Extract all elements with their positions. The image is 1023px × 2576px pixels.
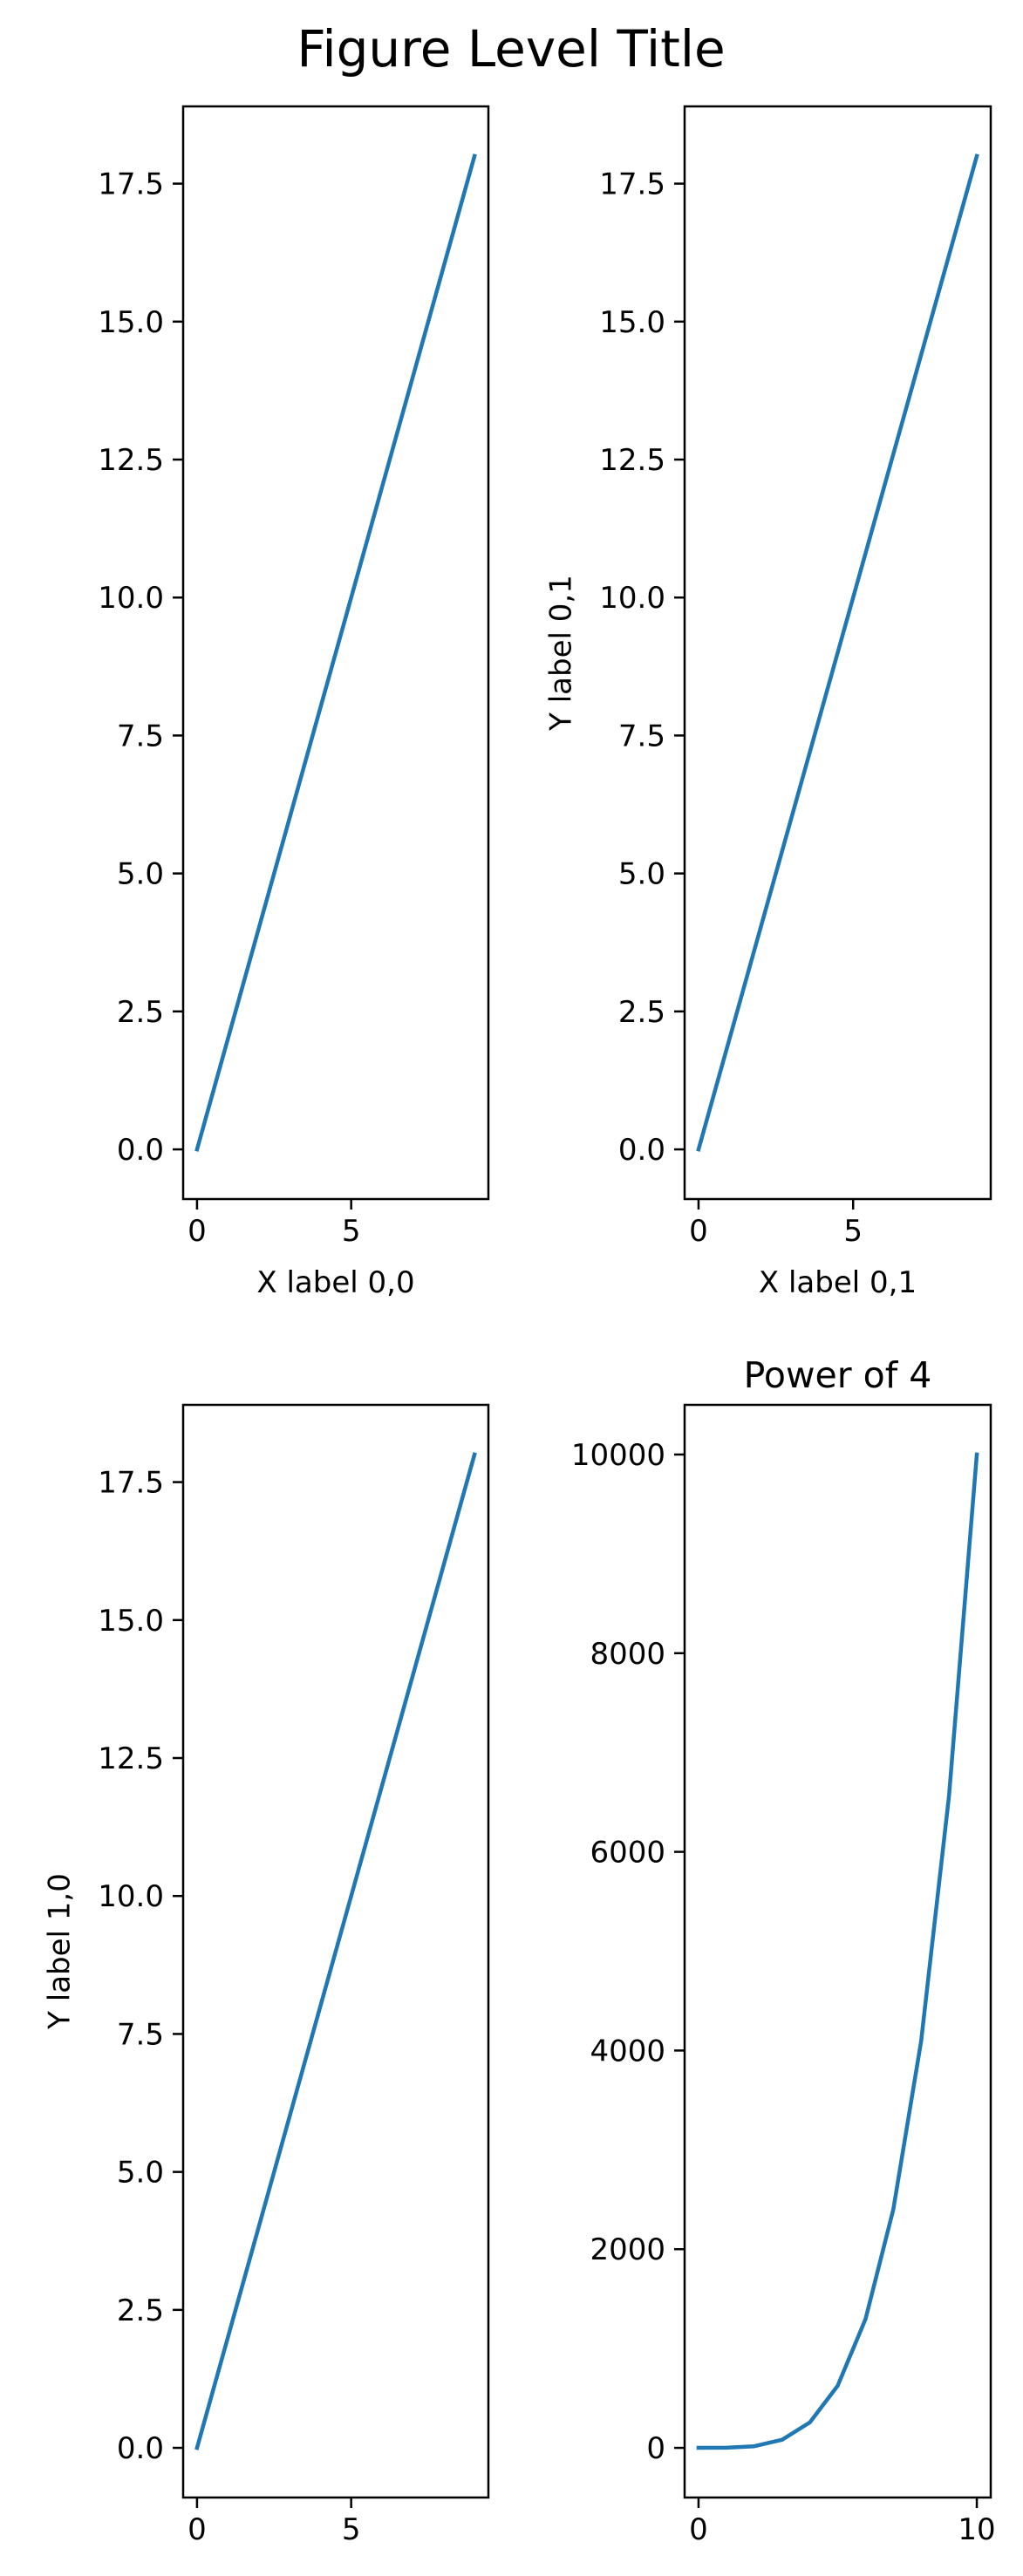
axes-frame bbox=[683, 1403, 992, 2499]
y-tick-label: 10.0 bbox=[599, 581, 665, 616]
subplot-2: 0 5 0.0 2.5 5.0 7.5 10.0 12.5 15.0 17.5 Y label 1,… bbox=[43, 1403, 490, 2547]
y-tick-label: 6000 bbox=[590, 1836, 665, 1871]
subplot-3: 0 10 0 2000 4000 6000 8000 10000 Power of 4 bbox=[571, 1354, 996, 2547]
y-axis-label: Y label 1,0 bbox=[43, 1873, 78, 2030]
y-tick-label: 17.5 bbox=[98, 167, 164, 202]
y-tick-label: 12.5 bbox=[98, 443, 164, 478]
y-tick-label: 17.5 bbox=[599, 167, 665, 202]
y-tick-label: 5.0 bbox=[618, 857, 665, 892]
y-tick-label: 0.0 bbox=[117, 2431, 164, 2466]
y-tick-label: 0.0 bbox=[618, 1133, 665, 1168]
figure-title: Figure Level Title bbox=[297, 19, 725, 78]
y-tick-label: 5.0 bbox=[117, 2156, 164, 2191]
y-tick-label: 12.5 bbox=[599, 443, 665, 478]
x-tick-label: 0 bbox=[689, 2512, 708, 2547]
axes-frame bbox=[683, 105, 992, 1201]
y-axis-label: Y label 0,1 bbox=[544, 575, 579, 732]
x-tick-label: 0 bbox=[689, 1214, 708, 1249]
axes-frame bbox=[181, 105, 490, 1201]
y-tick-label: 2.5 bbox=[618, 995, 665, 1030]
y-tick-label: 7.5 bbox=[618, 719, 665, 753]
y-tick-label: 2.5 bbox=[117, 995, 164, 1030]
subplot-1: 0 5 0.0 2.5 5.0 7.5 10.0 12.5 15.0 17.5 X label 0,… bbox=[544, 105, 992, 1300]
y-tick-label: 7.5 bbox=[117, 719, 164, 753]
x-tick-label: 5 bbox=[342, 2512, 361, 2547]
y-tick-label: 15.0 bbox=[98, 1604, 164, 1639]
y-tick-label: 4000 bbox=[590, 2034, 665, 2068]
series-line-0 bbox=[194, 1452, 477, 2450]
axes-frame bbox=[181, 1403, 490, 2499]
subplot-0: 0 5 0.0 2.5 5.0 7.5 10.0 12.5 15.0 17.5 X label 0,… bbox=[98, 105, 490, 1300]
y-tick-label: 10000 bbox=[571, 1438, 665, 1473]
y-tick-label: 15.0 bbox=[98, 305, 164, 340]
x-axis-label: X label 0,0 bbox=[256, 1265, 414, 1300]
y-tick-label: 10.0 bbox=[98, 581, 164, 616]
x-tick-label: 10 bbox=[958, 2512, 995, 2547]
series-line-0 bbox=[696, 153, 979, 1152]
x-tick-label: 5 bbox=[843, 1214, 863, 1249]
y-tick-label: 7.5 bbox=[117, 2017, 164, 2052]
y-tick-label: 0.0 bbox=[117, 1133, 164, 1168]
y-tick-label: 10.0 bbox=[98, 1879, 164, 1914]
series-line-0 bbox=[194, 153, 477, 1152]
axes-title: Power of 4 bbox=[744, 1354, 932, 1396]
x-tick-label: 0 bbox=[188, 2512, 207, 2547]
y-tick-label: 2.5 bbox=[117, 2293, 164, 2328]
x-tick-label: 0 bbox=[188, 1214, 207, 1249]
y-tick-label: 15.0 bbox=[599, 305, 665, 340]
y-tick-label: 12.5 bbox=[98, 1741, 164, 1776]
y-tick-label: 17.5 bbox=[98, 1466, 164, 1501]
y-tick-label: 8000 bbox=[590, 1637, 665, 1672]
y-tick-label: 0 bbox=[646, 2431, 665, 2466]
x-tick-label: 5 bbox=[342, 1214, 361, 1249]
series-line-0 bbox=[696, 1452, 979, 2450]
y-tick-label: 5.0 bbox=[117, 857, 164, 892]
x-axis-label: X label 0,1 bbox=[759, 1265, 917, 1300]
y-tick-label: 2000 bbox=[590, 2232, 665, 2267]
